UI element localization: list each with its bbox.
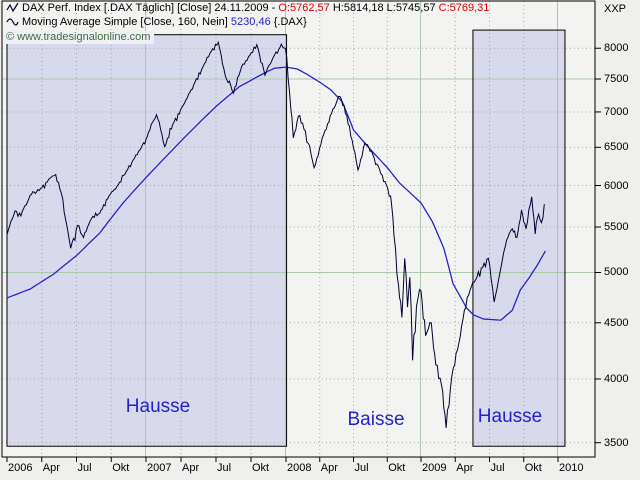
x-axis-label: 2010 bbox=[559, 462, 584, 474]
y-axis-label: 7500 bbox=[604, 73, 629, 86]
y-axis-label: 7000 bbox=[604, 105, 629, 118]
phase-label-baisse: Baisse bbox=[347, 409, 405, 430]
ma-line-icon bbox=[6, 18, 19, 26]
x-axis-label: Okt bbox=[524, 462, 542, 474]
instrument-header: DAX Perf. Index [.DAX Täglich] [Close] 2… bbox=[6, 2, 489, 15]
x-axis-label: Apr bbox=[320, 462, 338, 474]
indicator-title: Moving Average Simple [Close, 160, Nein] bbox=[22, 16, 231, 28]
x-axis-label: Jul bbox=[217, 462, 232, 474]
y-axis-label: 8000 bbox=[604, 42, 629, 55]
x-axis-label: Apr bbox=[182, 462, 200, 474]
watermark-url: © www.tradesignalonline.com bbox=[4, 31, 155, 44]
x-axis-label: Jul bbox=[77, 462, 92, 474]
phase-label-hausse-right: Hausse bbox=[477, 406, 543, 427]
x-axis-label: Jul bbox=[354, 462, 369, 474]
x-axis-label: 2006 bbox=[8, 462, 33, 474]
x-axis-label: 2008 bbox=[287, 462, 312, 474]
phase-label-hausse-left: Hausse bbox=[125, 396, 191, 417]
x-axis-label: 2009 bbox=[422, 462, 447, 474]
instrument-title: DAX Perf. Index [.DAX Täglich] [Close] 2… bbox=[22, 2, 279, 14]
y-axis-label: 3500 bbox=[604, 436, 629, 449]
moving-average-line bbox=[6, 66, 546, 321]
price-line bbox=[6, 40, 545, 428]
open-value: O:5762,57 bbox=[278, 2, 330, 14]
phase-region-fill bbox=[7, 34, 287, 447]
indicator-value: 5230,46 bbox=[230, 16, 271, 28]
y-axis-label: 6500 bbox=[604, 141, 629, 154]
y-axis-label: 5500 bbox=[604, 221, 629, 234]
plot-border bbox=[1, 0, 596, 458]
y-axis-label: 6000 bbox=[604, 179, 629, 192]
x-axis-label: Jul bbox=[490, 462, 505, 474]
y-axis-label: 5000 bbox=[604, 266, 629, 279]
x-axis-label: Okt bbox=[112, 462, 130, 474]
top-right-axis-label: XXP bbox=[604, 3, 627, 15]
price-line-icon bbox=[6, 2, 19, 13]
phase-region-border bbox=[472, 29, 566, 447]
indicator-suffix: {.DAX} bbox=[270, 16, 307, 28]
x-axis-label: Okt bbox=[252, 462, 270, 474]
y-axis-label: 4500 bbox=[604, 316, 629, 329]
x-axis-label: Okt bbox=[388, 462, 406, 474]
x-axis-label: Apr bbox=[456, 462, 474, 474]
x-axis-label: 2007 bbox=[147, 462, 172, 474]
x-axis-label: Apr bbox=[42, 462, 60, 474]
high-low-values: H:5814,18 L:5745,57 bbox=[329, 2, 439, 14]
indicator-header: Moving Average Simple [Close, 160, Nein]… bbox=[6, 16, 307, 29]
close-value: C:5769,31 bbox=[438, 2, 490, 14]
phase-region-fill bbox=[472, 30, 565, 447]
y-axis-label: 4000 bbox=[604, 372, 629, 385]
